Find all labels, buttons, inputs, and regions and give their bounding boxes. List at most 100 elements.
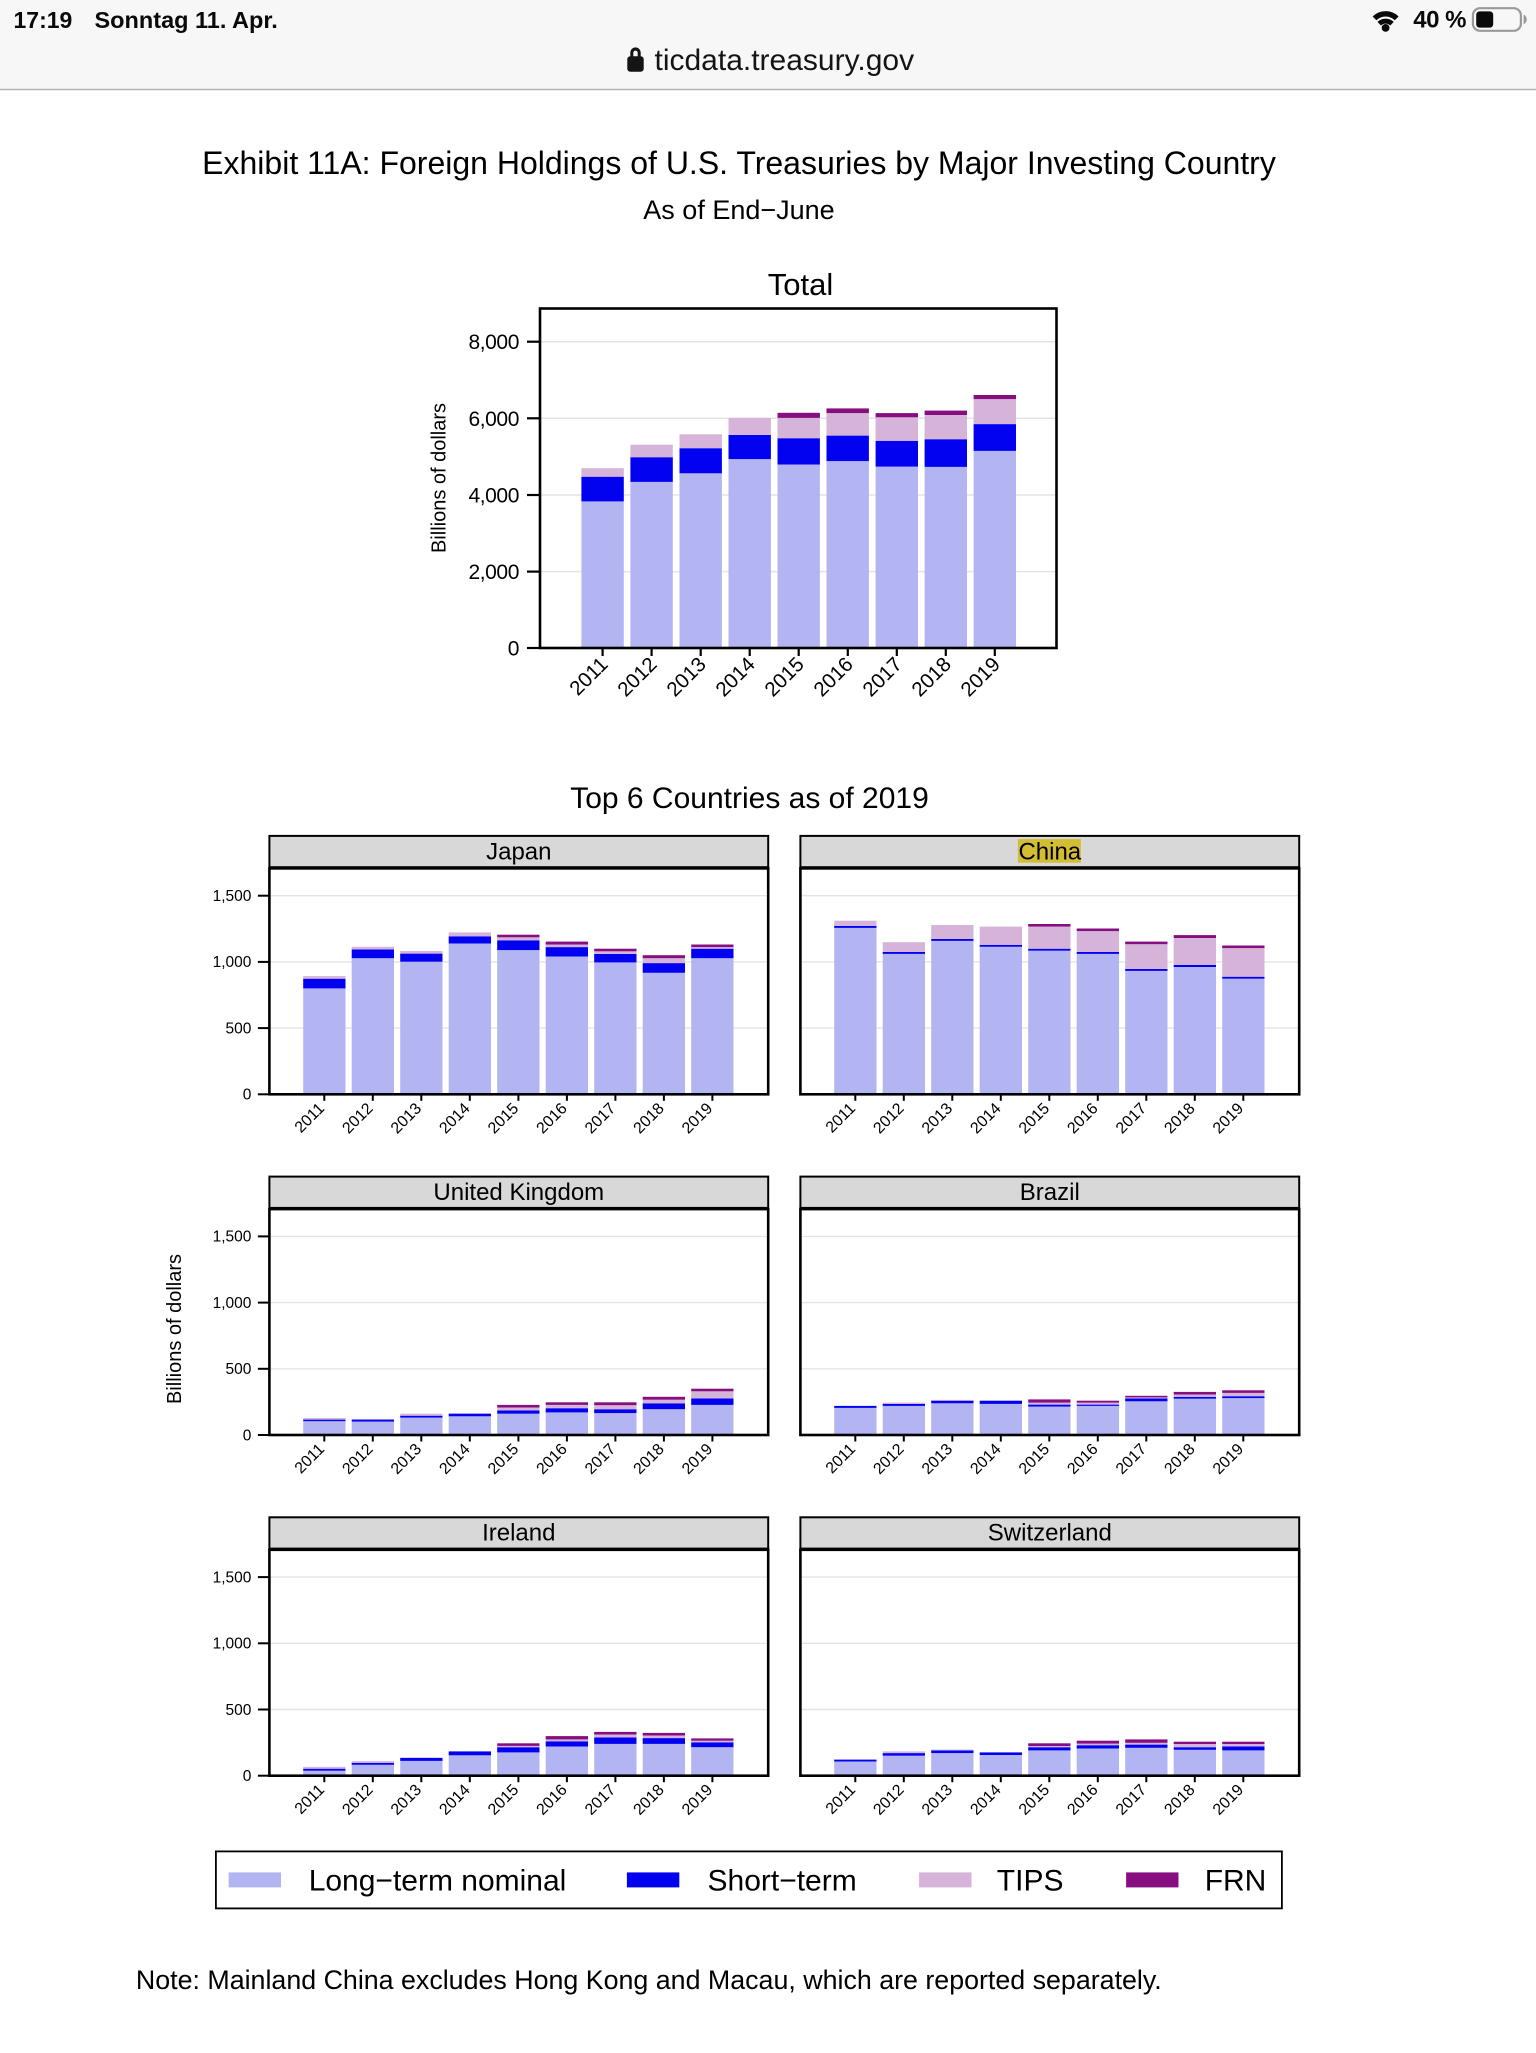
svg-text:2019: 2019 xyxy=(1210,1781,1247,1818)
svg-text:0: 0 xyxy=(243,1427,252,1444)
svg-text:2017: 2017 xyxy=(582,1100,619,1137)
svg-text:1,000: 1,000 xyxy=(213,954,252,971)
svg-text:2017: 2017 xyxy=(1113,1441,1150,1478)
svg-text:2018: 2018 xyxy=(1161,1100,1198,1137)
svg-text:2019: 2019 xyxy=(679,1100,716,1137)
svg-text:1,000: 1,000 xyxy=(213,1636,252,1653)
svg-text:2,000: 2,000 xyxy=(468,561,519,584)
svg-text:2013: 2013 xyxy=(919,1100,956,1137)
svg-text:2018: 2018 xyxy=(907,653,956,702)
svg-text:TIPS: TIPS xyxy=(997,1865,1064,1898)
svg-text:2016: 2016 xyxy=(534,1781,571,1818)
svg-text:40 %: 40 % xyxy=(1413,7,1466,34)
svg-text:2012: 2012 xyxy=(339,1441,376,1478)
svg-text:Switzerland: Switzerland xyxy=(988,1520,1112,1547)
svg-text:2018: 2018 xyxy=(1161,1441,1198,1478)
svg-text:2012: 2012 xyxy=(870,1441,907,1478)
svg-text:2016: 2016 xyxy=(1064,1781,1101,1818)
svg-text:Short−term: Short−term xyxy=(708,1865,857,1898)
svg-text:2019: 2019 xyxy=(679,1781,716,1818)
svg-text:2018: 2018 xyxy=(631,1781,668,1818)
svg-text:2019: 2019 xyxy=(1210,1441,1247,1478)
svg-text:Sonntag 11. Apr.: Sonntag 11. Apr. xyxy=(95,7,278,33)
svg-text:2016: 2016 xyxy=(534,1100,571,1137)
svg-text:As of End−June: As of End−June xyxy=(643,195,834,225)
svg-text:2012: 2012 xyxy=(339,1781,376,1818)
svg-text:2011: 2011 xyxy=(823,1781,859,1817)
svg-text:2015: 2015 xyxy=(485,1781,522,1818)
svg-text:2016: 2016 xyxy=(1064,1100,1101,1137)
svg-text:2011: 2011 xyxy=(292,1441,328,1477)
svg-text:4,000: 4,000 xyxy=(468,485,519,508)
svg-text:1,500: 1,500 xyxy=(213,1229,252,1246)
svg-text:2013: 2013 xyxy=(388,1781,425,1818)
svg-text:2017: 2017 xyxy=(858,653,907,702)
svg-text:FRN: FRN xyxy=(1205,1865,1267,1898)
svg-text:Total: Total xyxy=(768,267,833,302)
svg-text:2011: 2011 xyxy=(292,1781,328,1817)
svg-text:2019: 2019 xyxy=(679,1441,716,1478)
svg-text:0: 0 xyxy=(243,1768,252,1785)
svg-text:2011: 2011 xyxy=(292,1100,328,1136)
svg-text:2012: 2012 xyxy=(870,1100,907,1137)
svg-text:United Kingdom: United Kingdom xyxy=(433,1179,604,1206)
svg-text:2016: 2016 xyxy=(534,1441,571,1478)
svg-text:2019: 2019 xyxy=(1210,1100,1247,1137)
svg-text:1,500: 1,500 xyxy=(213,1569,252,1586)
svg-text:2013: 2013 xyxy=(662,653,711,702)
svg-text:2015: 2015 xyxy=(1016,1781,1053,1818)
svg-text:ticdata.treasury.gov: ticdata.treasury.gov xyxy=(655,44,915,77)
svg-text:2012: 2012 xyxy=(613,653,662,702)
svg-text:500: 500 xyxy=(226,1020,252,1037)
svg-text:2014: 2014 xyxy=(967,1781,1004,1818)
svg-text:2016: 2016 xyxy=(809,653,858,702)
svg-text:2015: 2015 xyxy=(760,653,809,702)
svg-text:2011: 2011 xyxy=(823,1441,859,1477)
svg-text:2018: 2018 xyxy=(631,1100,668,1137)
svg-text:Japan: Japan xyxy=(486,838,551,865)
svg-text:2014: 2014 xyxy=(967,1100,1004,1137)
svg-text:2015: 2015 xyxy=(1016,1100,1053,1137)
svg-text:1,500: 1,500 xyxy=(213,888,252,905)
svg-text:Ireland: Ireland xyxy=(482,1520,555,1547)
svg-text:2015: 2015 xyxy=(485,1441,522,1478)
svg-text:2014: 2014 xyxy=(967,1441,1004,1478)
svg-text:2017: 2017 xyxy=(1113,1781,1150,1818)
svg-text:2015: 2015 xyxy=(485,1100,522,1137)
svg-text:2011: 2011 xyxy=(565,653,612,700)
svg-text:0: 0 xyxy=(243,1087,252,1104)
svg-text:2017: 2017 xyxy=(582,1781,619,1818)
svg-text:2017: 2017 xyxy=(582,1441,619,1478)
svg-text:China: China xyxy=(1018,838,1081,865)
svg-text:2013: 2013 xyxy=(919,1441,956,1478)
svg-text:Top 6 Countries as of 2019: Top 6 Countries as of 2019 xyxy=(570,782,929,815)
svg-text:2013: 2013 xyxy=(388,1100,425,1137)
svg-text:2017: 2017 xyxy=(1113,1100,1150,1137)
svg-text:1,000: 1,000 xyxy=(213,1295,252,1312)
svg-text:2013: 2013 xyxy=(919,1781,956,1818)
svg-text:8,000: 8,000 xyxy=(468,331,519,354)
svg-text:2018: 2018 xyxy=(631,1441,668,1478)
svg-text:Billions of dollars: Billions of dollars xyxy=(164,1254,186,1404)
svg-text:2014: 2014 xyxy=(436,1441,473,1478)
svg-text:2013: 2013 xyxy=(388,1441,425,1478)
svg-text:2012: 2012 xyxy=(339,1100,376,1137)
svg-text:17:19: 17:19 xyxy=(14,7,73,33)
svg-text:0: 0 xyxy=(508,638,519,661)
svg-text:Brazil: Brazil xyxy=(1020,1179,1080,1206)
svg-text:Exhibit 11A: Foreign Holdings: Exhibit 11A: Foreign Holdings of U.S. Tr… xyxy=(202,145,1276,181)
svg-text:2018: 2018 xyxy=(1161,1781,1198,1818)
svg-text:Billions of dollars: Billions of dollars xyxy=(429,403,451,553)
svg-text:2016: 2016 xyxy=(1064,1441,1101,1478)
svg-text:500: 500 xyxy=(226,1702,252,1719)
svg-text:2012: 2012 xyxy=(870,1781,907,1818)
svg-text:2019: 2019 xyxy=(956,653,1005,702)
svg-text:500: 500 xyxy=(226,1361,252,1378)
svg-text:2014: 2014 xyxy=(436,1100,473,1137)
svg-text:6,000: 6,000 xyxy=(468,408,519,431)
svg-text:2014: 2014 xyxy=(436,1781,473,1818)
svg-text:2011: 2011 xyxy=(823,1100,859,1136)
svg-text:Note: Mainland China excludes: Note: Mainland China excludes Hong Kong … xyxy=(136,1965,1162,1995)
svg-text:2015: 2015 xyxy=(1016,1441,1053,1478)
svg-text:2014: 2014 xyxy=(711,653,760,702)
